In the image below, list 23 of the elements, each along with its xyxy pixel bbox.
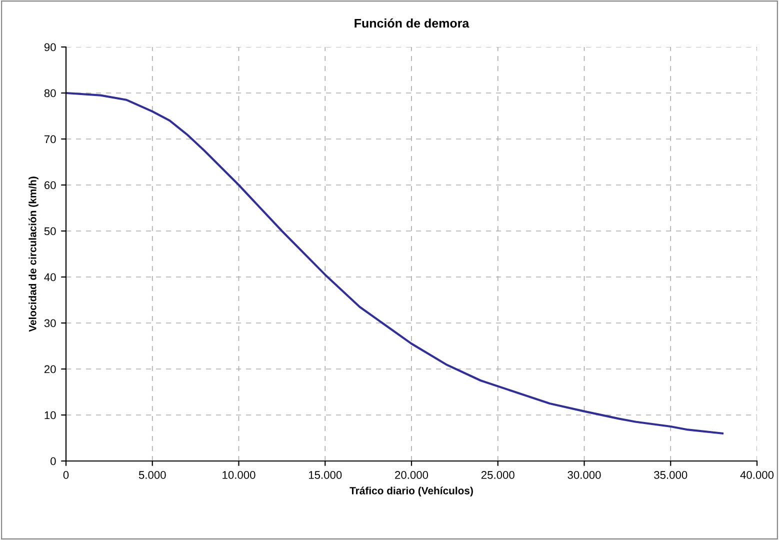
x-tick-label: 25.000 bbox=[481, 471, 514, 479]
chart-title: Función de demora bbox=[354, 18, 470, 28]
y-tick-label: 30 bbox=[44, 319, 56, 328]
y-tick-label: 10 bbox=[44, 411, 56, 420]
line-series bbox=[66, 92, 724, 434]
y-tick-label: 80 bbox=[44, 89, 56, 98]
x-tick-label: 0 bbox=[63, 471, 69, 479]
x-tick-label: 20.000 bbox=[395, 471, 428, 479]
y-tick-label: 0 bbox=[50, 457, 56, 466]
y-tick-label: 90 bbox=[44, 43, 56, 52]
y-axis-title: Velocidad de circulación (km/h) bbox=[28, 176, 38, 332]
x-tick-label: 35.000 bbox=[654, 471, 688, 479]
y-tick-label: 60 bbox=[44, 181, 56, 190]
x-tick-label: 15.000 bbox=[308, 471, 342, 479]
y-tick-label: 20 bbox=[44, 365, 56, 374]
x-tick-label: 10.000 bbox=[222, 471, 256, 479]
x-tick-label: 40.000 bbox=[740, 471, 774, 479]
y-tick-label: 70 bbox=[44, 135, 56, 144]
x-axis-title: Tráfico diario (Vehículos) bbox=[350, 486, 473, 496]
y-tick-label: 40 bbox=[44, 273, 56, 282]
x-tick-label: 30.000 bbox=[568, 471, 601, 479]
y-tick-label: 50 bbox=[44, 227, 56, 236]
x-tick-label: 5.000 bbox=[138, 471, 166, 479]
